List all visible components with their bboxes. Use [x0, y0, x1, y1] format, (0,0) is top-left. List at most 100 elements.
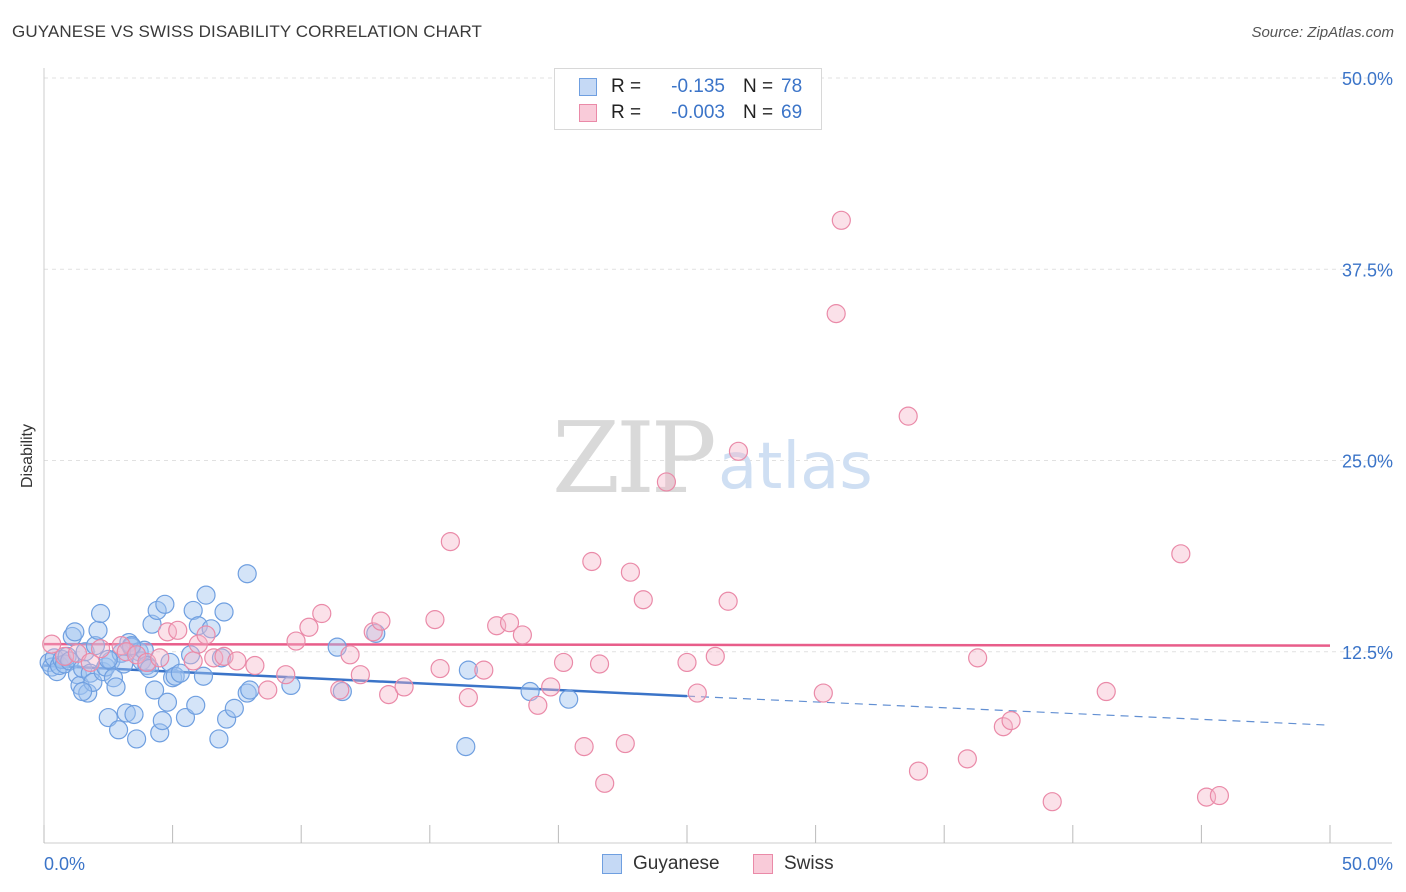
data-point-swiss [968, 648, 988, 668]
data-point-guyanese [281, 675, 301, 696]
data-point-swiss [157, 622, 178, 642]
legend-n-value: 78 [781, 76, 803, 97]
legend-r-value: -0.135 [671, 76, 725, 97]
data-point-guyanese [217, 709, 237, 729]
data-point-guyanese [170, 663, 190, 683]
data-point-swiss [528, 695, 548, 715]
legend-swatch-swiss [579, 104, 597, 122]
y-tick-label: 37.5% [1342, 260, 1393, 280]
data-point-swiss [458, 688, 478, 708]
data-point-swiss [474, 660, 494, 680]
data-point-guyanese [155, 594, 175, 614]
data-point-swiss [718, 591, 738, 611]
data-point-guyanese [224, 698, 244, 718]
trendline-swiss [43, 642, 1331, 647]
data-point-swiss [350, 665, 370, 685]
data-point-guyanese [175, 707, 196, 728]
data-point-swiss [1042, 792, 1062, 812]
data-point-guyanese [88, 620, 108, 640]
data-point-swiss [196, 625, 216, 645]
data-point-swiss [826, 304, 846, 324]
data-point-swiss [204, 648, 224, 668]
data-point-guyanese [237, 683, 257, 703]
data-point-guyanese [90, 603, 111, 624]
data-point-swiss [42, 634, 62, 654]
label-layer: 12.5% 25.0% 37.5% 50.0% 0.0% 50.0% [44, 69, 1393, 874]
data-point-guyanese [65, 622, 85, 642]
data-point-swiss [299, 617, 319, 637]
data-point-swiss [813, 683, 833, 703]
data-point-guyanese [72, 681, 93, 702]
data-point-swiss [312, 603, 332, 624]
trendline-guyanese-extension [686, 695, 1331, 726]
data-point-swiss [214, 646, 234, 666]
legend-n-label: N = [743, 76, 774, 97]
data-point-swiss [582, 551, 602, 572]
data-point-swiss [394, 677, 414, 697]
data-point-guyanese [157, 692, 178, 712]
data-point-swiss [1001, 710, 1021, 731]
y-tick-label: 25.0% [1342, 452, 1393, 472]
data-point-swiss [80, 652, 100, 673]
bottom-legend-swiss: Swiss [753, 852, 834, 876]
data-point-guyanese [214, 602, 234, 622]
data-point-swiss [687, 683, 707, 703]
data-point-swiss [574, 737, 594, 757]
data-point-guyanese [116, 703, 136, 723]
data-point-swiss [330, 680, 350, 700]
points-layer [39, 210, 1230, 812]
data-point-guyanese [147, 600, 167, 621]
legend-row-swiss: R = -0.003 N = 69 [579, 100, 821, 126]
data-point-guyanese [126, 729, 147, 749]
data-point-swiss [340, 645, 360, 665]
data-point-swiss [183, 651, 203, 671]
data-point-guyanese [559, 689, 579, 709]
data-point-guyanese [456, 737, 476, 757]
data-point-swiss [371, 611, 391, 631]
data-point-guyanese [106, 677, 126, 697]
data-point-swiss [589, 654, 610, 674]
data-point-swiss [553, 652, 574, 673]
data-point-swiss [908, 761, 929, 781]
legend-r-value: -0.003 [671, 102, 725, 123]
data-point-swiss [957, 749, 977, 769]
data-point-swiss [258, 680, 278, 700]
data-point-guyanese [458, 660, 478, 680]
bottom-legend-label-swiss: Swiss [784, 853, 834, 874]
data-point-guyanese [193, 666, 214, 686]
data-point-swiss [1096, 681, 1116, 702]
data-point-swiss [633, 590, 653, 610]
data-point-swiss [595, 773, 615, 793]
data-point-guyanese [165, 666, 185, 686]
data-point-swiss [728, 441, 749, 461]
data-point-guyanese [124, 704, 144, 725]
data-point-swiss [440, 531, 460, 552]
data-point-swiss [245, 655, 265, 676]
bottom-legend-swatch-guyanese [602, 854, 622, 874]
data-point-swiss [363, 622, 383, 642]
data-point-guyanese [144, 680, 165, 700]
data-point-guyanese [75, 642, 95, 662]
data-point-swiss [137, 652, 157, 673]
data-point-guyanese [54, 654, 75, 674]
legend-swatch-guyanese [579, 78, 597, 96]
legend-row-guyanese: R = -0.135 N = 78 [579, 74, 821, 100]
bottom-legend-swatch-swiss [753, 854, 773, 874]
data-point-guyanese [240, 680, 260, 700]
chart-source: Source: ZipAtlas.com [1251, 24, 1394, 41]
data-point-swiss [150, 648, 170, 668]
data-point-guyanese [150, 723, 170, 743]
data-point-swiss [227, 651, 247, 671]
data-point-swiss [430, 658, 450, 679]
data-point-guyanese [196, 585, 216, 605]
y-tick-label: 12.5% [1342, 643, 1393, 663]
legend-n-label: N = [743, 102, 774, 123]
data-point-swiss [168, 620, 188, 640]
data-point-swiss [379, 684, 399, 705]
data-point-guyanese [183, 600, 203, 621]
data-point-swiss [993, 717, 1013, 737]
data-point-swiss [276, 665, 296, 685]
data-point-swiss [898, 406, 918, 426]
data-point-swiss [425, 610, 445, 630]
